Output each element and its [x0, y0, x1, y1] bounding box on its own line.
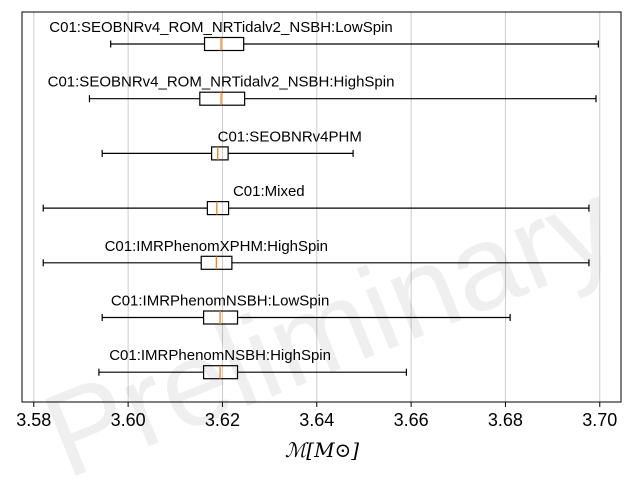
iqr-box: [211, 146, 229, 161]
series-label: C01:SEOBNRv4_ROM_NRTidalv2_NSBH:HighSpin: [48, 74, 395, 91]
plot-frame: [21, 11, 622, 403]
x-tick-label: 3.58: [16, 410, 51, 430]
series-label: C01:SEOBNRv4_ROM_NRTidalv2_NSBH:LowSpin: [49, 19, 392, 36]
x-tick-label: 3.68: [488, 410, 523, 430]
x-tick-label: 3.62: [205, 410, 240, 430]
x-tick-label: 3.64: [299, 410, 334, 430]
box-item: C01:Mixed: [42, 183, 590, 216]
series-label: C01:SEOBNRv4PHM: [218, 128, 362, 145]
x-tick-label: 3.70: [582, 410, 617, 430]
series-label: C01:IMRPhenomNSBH:LowSpin: [111, 293, 329, 310]
x-axis-label: ℳ[M⊙]: [285, 438, 359, 462]
box-item: C01:SEOBNRv4_ROM_NRTidalv2_NSBH:HighSpin: [48, 74, 597, 106]
x-axis-ticks: 3.58 3.60 3.62 3.64 3.66 3.68 3.70: [16, 402, 617, 430]
x-tick-label: 3.66: [394, 410, 429, 430]
box-item: C01:SEOBNRv4PHM: [101, 128, 362, 161]
x-tick-label: 3.60: [111, 410, 146, 430]
iqr-box: [203, 36, 245, 52]
box-item: C01:IMRPhenomNSBH:HighSpin: [98, 347, 407, 380]
series-label: C01:Mixed: [233, 183, 305, 200]
iqr-box: [199, 91, 246, 106]
box-series: C01:SEOBNRv4_ROM_NRTidalv2_NSBH:LowSpin C…: [42, 19, 599, 380]
iqr-box: [206, 201, 230, 216]
box-item: C01:IMRPhenomNSBH:LowSpin: [101, 293, 511, 325]
series-label: C01:IMRPhenomNSBH:HighSpin: [109, 347, 331, 364]
grid-lines: [33, 12, 601, 402]
box-item: C01:SEOBNRv4_ROM_NRTidalv2_NSBH:LowSpin: [49, 19, 599, 52]
series-label: C01:IMRPhenomXPHM:HighSpin: [105, 238, 328, 255]
box-item: C01:IMRPhenomXPHM:HighSpin: [42, 238, 590, 270]
